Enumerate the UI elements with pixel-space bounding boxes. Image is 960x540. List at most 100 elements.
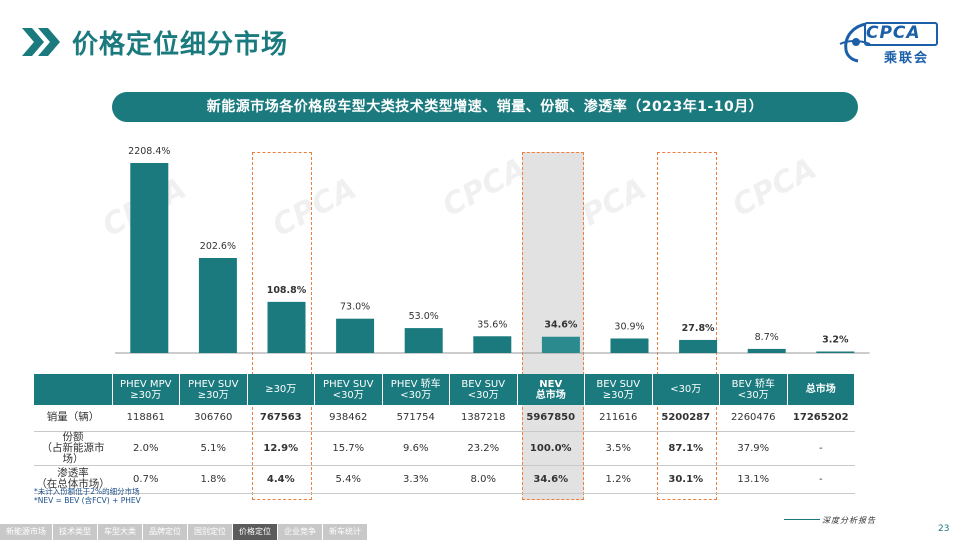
- bar-value-label: 73.0%: [340, 302, 370, 313]
- footer-slogan: 深度分析报告: [822, 516, 876, 525]
- row-label: 份额 （占新能源市场）: [34, 431, 112, 466]
- footnotes: *未计入份额低于2%的细分市场 *NEV = BEV (含FCV) + PHEV: [34, 487, 141, 505]
- nav-item-new-car-stats[interactable]: 新车统计: [323, 524, 367, 540]
- table-cell: 2260476: [719, 405, 787, 432]
- table-cell: -: [787, 431, 855, 466]
- table-header-row: PHEV MPV ≥30万 PHEV SUV ≥30万 ≥30万 PHEV SUV <…: [34, 374, 855, 405]
- nav-item-country-position[interactable]: 国别定位: [188, 524, 232, 540]
- table-cell: 9.6%: [382, 431, 450, 466]
- table-cell: 8.0%: [449, 465, 517, 494]
- bar-value-label: 8.7%: [755, 332, 779, 343]
- table-header-cell: NEV 总市场: [517, 374, 585, 405]
- bar: [610, 338, 649, 353]
- table-cell: 306760: [179, 405, 247, 432]
- table-cell: 1.8%: [179, 465, 247, 494]
- table-cell: 5200287: [652, 405, 720, 432]
- bar: [747, 348, 786, 353]
- nav-item-brand-position[interactable]: 品牌定位: [143, 524, 187, 540]
- bar: [130, 163, 169, 353]
- nav-item-vehicle-class[interactable]: 车型大类: [98, 524, 142, 540]
- bar: [336, 318, 375, 353]
- table-row: 渗透率 （在总体市场） 0.7% 1.8% 4.4% 5.4% 3.3% 8.0%…: [34, 465, 855, 494]
- table-cell: 15.7%: [314, 431, 382, 466]
- table-cell: 5.1%: [179, 431, 247, 466]
- table-header-cell: BEV SUV <30万: [449, 374, 518, 405]
- nav-item-tech-type[interactable]: 技术类型: [53, 524, 97, 540]
- bar-value-label: 3.2%: [822, 334, 849, 345]
- row-label: 销量（辆）: [34, 405, 112, 432]
- table-header-cell: [34, 374, 113, 405]
- bar-value-label: 27.8%: [682, 323, 715, 334]
- bar-value-label: 34.6%: [544, 320, 577, 331]
- bar: [679, 339, 718, 353]
- bar: [541, 336, 580, 353]
- table-cell: 37.9%: [719, 431, 787, 466]
- bar: [267, 301, 306, 353]
- bar-value-label: 202.6%: [200, 241, 236, 252]
- table-header-cell: <30万: [652, 374, 720, 405]
- table-cell: 87.1%: [652, 431, 720, 466]
- table-cell: 4.4%: [247, 465, 315, 494]
- table-cell: 0.7%: [112, 465, 180, 494]
- bar: [816, 351, 855, 353]
- data-table: PHEV MPV ≥30万 PHEV SUV ≥30万 ≥30万 PHEV SUV <…: [34, 374, 855, 494]
- table-cell: 100.0%: [517, 431, 585, 466]
- table-header-cell: PHEV 轿车 <30万: [382, 374, 450, 405]
- bar-value-label: 35.6%: [477, 319, 507, 330]
- cpca-logo-mark-icon: [839, 22, 871, 63]
- highlight-box-over30: [252, 152, 312, 500]
- table-cell: 5.4%: [314, 465, 382, 494]
- logo-cn-text: 乘联会: [884, 51, 930, 66]
- bar-value-label: 108.8%: [267, 285, 307, 296]
- table-cell: 1.2%: [584, 465, 652, 494]
- table-cell: 118861: [112, 405, 180, 432]
- table-header-cell: BEV SUV ≥30万: [584, 374, 653, 405]
- table-cell: 12.9%: [247, 431, 315, 466]
- table-row: 份额 （占新能源市场） 2.0% 5.1% 12.9% 15.7% 9.6% 23…: [34, 431, 855, 466]
- table-header-cell: ≥30万: [247, 374, 315, 405]
- bar-value-label: 53.0%: [409, 311, 439, 322]
- chart-title-banner: 新能源市场各价格段车型大类技术类型增速、销量、份额、渗透率（2023年1-10月…: [112, 92, 858, 122]
- table-header-cell: 总市场: [787, 374, 855, 405]
- divider: [784, 519, 820, 520]
- cpca-logo: CPCA 乘联会: [836, 20, 940, 66]
- bar: [404, 328, 443, 353]
- row-label: 渗透率 （在总体市场）: [34, 465, 112, 494]
- table-header-cell: PHEV SUV ≥30万: [179, 374, 248, 405]
- bar-value-label: 30.9%: [614, 321, 644, 332]
- table-cell: 1387218: [449, 405, 517, 432]
- table-cell: 3.3%: [382, 465, 450, 494]
- bar-value-label: 2208.4%: [128, 146, 170, 157]
- bar: [198, 258, 237, 353]
- logo-frame: [864, 22, 938, 46]
- table-cell: 13.1%: [719, 465, 787, 494]
- table-row: 销量（辆） 118861 306760 767563 938462 571754…: [34, 405, 855, 432]
- table-cell: 211616: [584, 405, 652, 432]
- footnote-line: *未计入份额低于2%的细分市场: [34, 487, 140, 496]
- highlight-box-under30: [657, 152, 717, 500]
- page-title: 价格定位细分市场: [72, 30, 289, 60]
- table-cell: 2.0%: [112, 431, 180, 466]
- nav-item-new-energy-market[interactable]: 新能源市场: [0, 524, 52, 540]
- logo-text: CPCA: [866, 23, 921, 43]
- section-nav: 新能源市场 技术类型 车型大类 品牌定位 国别定位 价格定位 企业竞争 新车统计: [0, 524, 368, 540]
- nav-item-enterprise-competition[interactable]: 企业竞争: [278, 524, 322, 540]
- table-cell: 3.5%: [584, 431, 652, 466]
- chevron-right-icon: [22, 28, 60, 56]
- table-header-cell: PHEV MPV ≥30万: [112, 374, 180, 405]
- nav-item-price-position[interactable]: 价格定位: [233, 524, 277, 540]
- table-cell: 23.2%: [449, 431, 517, 466]
- table-cell: 17265202: [787, 405, 855, 432]
- table-header-cell: BEV 轿车 <30万: [719, 374, 788, 405]
- table-header-cell: PHEV SUV <30万: [314, 374, 383, 405]
- footnote-line: *NEV = BEV (含FCV) + PHEV: [34, 496, 141, 505]
- bar: [473, 336, 512, 353]
- table-cell: 571754: [382, 405, 450, 432]
- table-cell: 767563: [247, 405, 315, 432]
- page-number: 23: [938, 524, 950, 534]
- table-cell: 34.6%: [517, 465, 585, 494]
- table-cell: 30.1%: [652, 465, 720, 494]
- table-cell: 5967850: [517, 405, 585, 432]
- table-cell: -: [787, 465, 855, 494]
